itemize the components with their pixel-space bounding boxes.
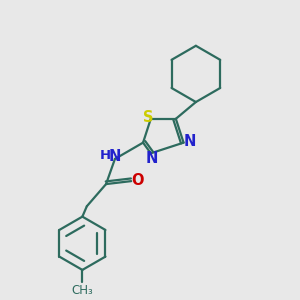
Text: N: N: [146, 151, 158, 166]
Text: N: N: [184, 134, 196, 149]
Text: S: S: [143, 110, 154, 125]
Text: CH₃: CH₃: [71, 284, 93, 297]
Text: O: O: [131, 173, 144, 188]
Text: H: H: [100, 149, 111, 163]
Text: N: N: [108, 149, 121, 164]
